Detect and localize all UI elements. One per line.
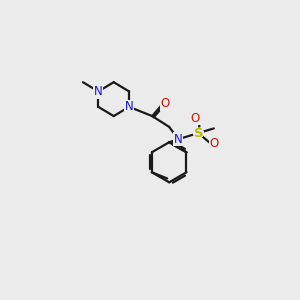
Circle shape — [194, 128, 203, 138]
Text: O: O — [161, 97, 170, 110]
Text: S: S — [194, 127, 203, 140]
Text: O: O — [191, 112, 200, 125]
Text: N: N — [94, 85, 103, 98]
Text: N: N — [174, 133, 183, 146]
Text: O: O — [209, 137, 218, 150]
Text: N: N — [125, 100, 134, 113]
